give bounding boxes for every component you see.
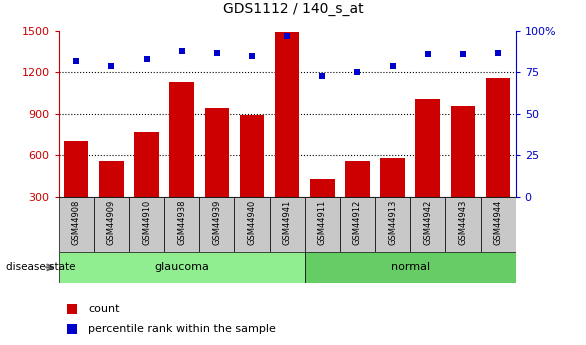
Text: GSM44941: GSM44941 [282,199,292,245]
Bar [234,197,270,252]
Bar [445,197,481,252]
Text: GSM44913: GSM44913 [388,199,397,245]
Bar [451,106,475,197]
Text: GSM44912: GSM44912 [353,199,362,245]
Bar [240,115,264,197]
Text: count: count [88,304,120,314]
Bar [275,32,299,197]
Text: GSM44911: GSM44911 [318,199,327,245]
Bar [99,161,124,197]
Text: GSM44942: GSM44942 [423,199,432,245]
Bar [486,78,510,197]
Bar [129,197,164,252]
Bar [305,197,340,252]
Bar [375,197,410,252]
Bar [305,252,516,283]
Bar [270,197,305,252]
Bar [164,197,199,252]
Bar [345,161,370,197]
Text: GSM44940: GSM44940 [247,199,257,245]
Text: GSM44908: GSM44908 [71,199,81,245]
Text: GSM44909: GSM44909 [107,199,116,245]
Text: GSM44939: GSM44939 [212,199,222,245]
Text: normal: normal [391,263,430,272]
Bar [59,252,305,283]
Text: disease state: disease state [6,263,76,272]
Bar [340,197,375,252]
Text: glaucoma: glaucoma [154,263,209,272]
Bar [169,82,194,197]
Bar [415,99,440,197]
Bar [380,158,405,197]
Bar [310,179,335,197]
Text: percentile rank within the sample: percentile rank within the sample [88,324,276,334]
Bar [94,197,129,252]
Text: GSM44910: GSM44910 [142,199,151,245]
Text: GDS1112 / 140_s_at: GDS1112 / 140_s_at [223,2,363,16]
Bar [199,197,234,252]
Text: GSM44943: GSM44943 [458,199,468,245]
Bar [410,197,445,252]
Bar [134,132,159,197]
Bar [481,197,516,252]
Text: GSM44938: GSM44938 [177,199,186,245]
Bar [64,141,88,197]
Bar [59,197,94,252]
Bar [205,108,229,197]
Text: GSM44944: GSM44944 [493,199,503,245]
